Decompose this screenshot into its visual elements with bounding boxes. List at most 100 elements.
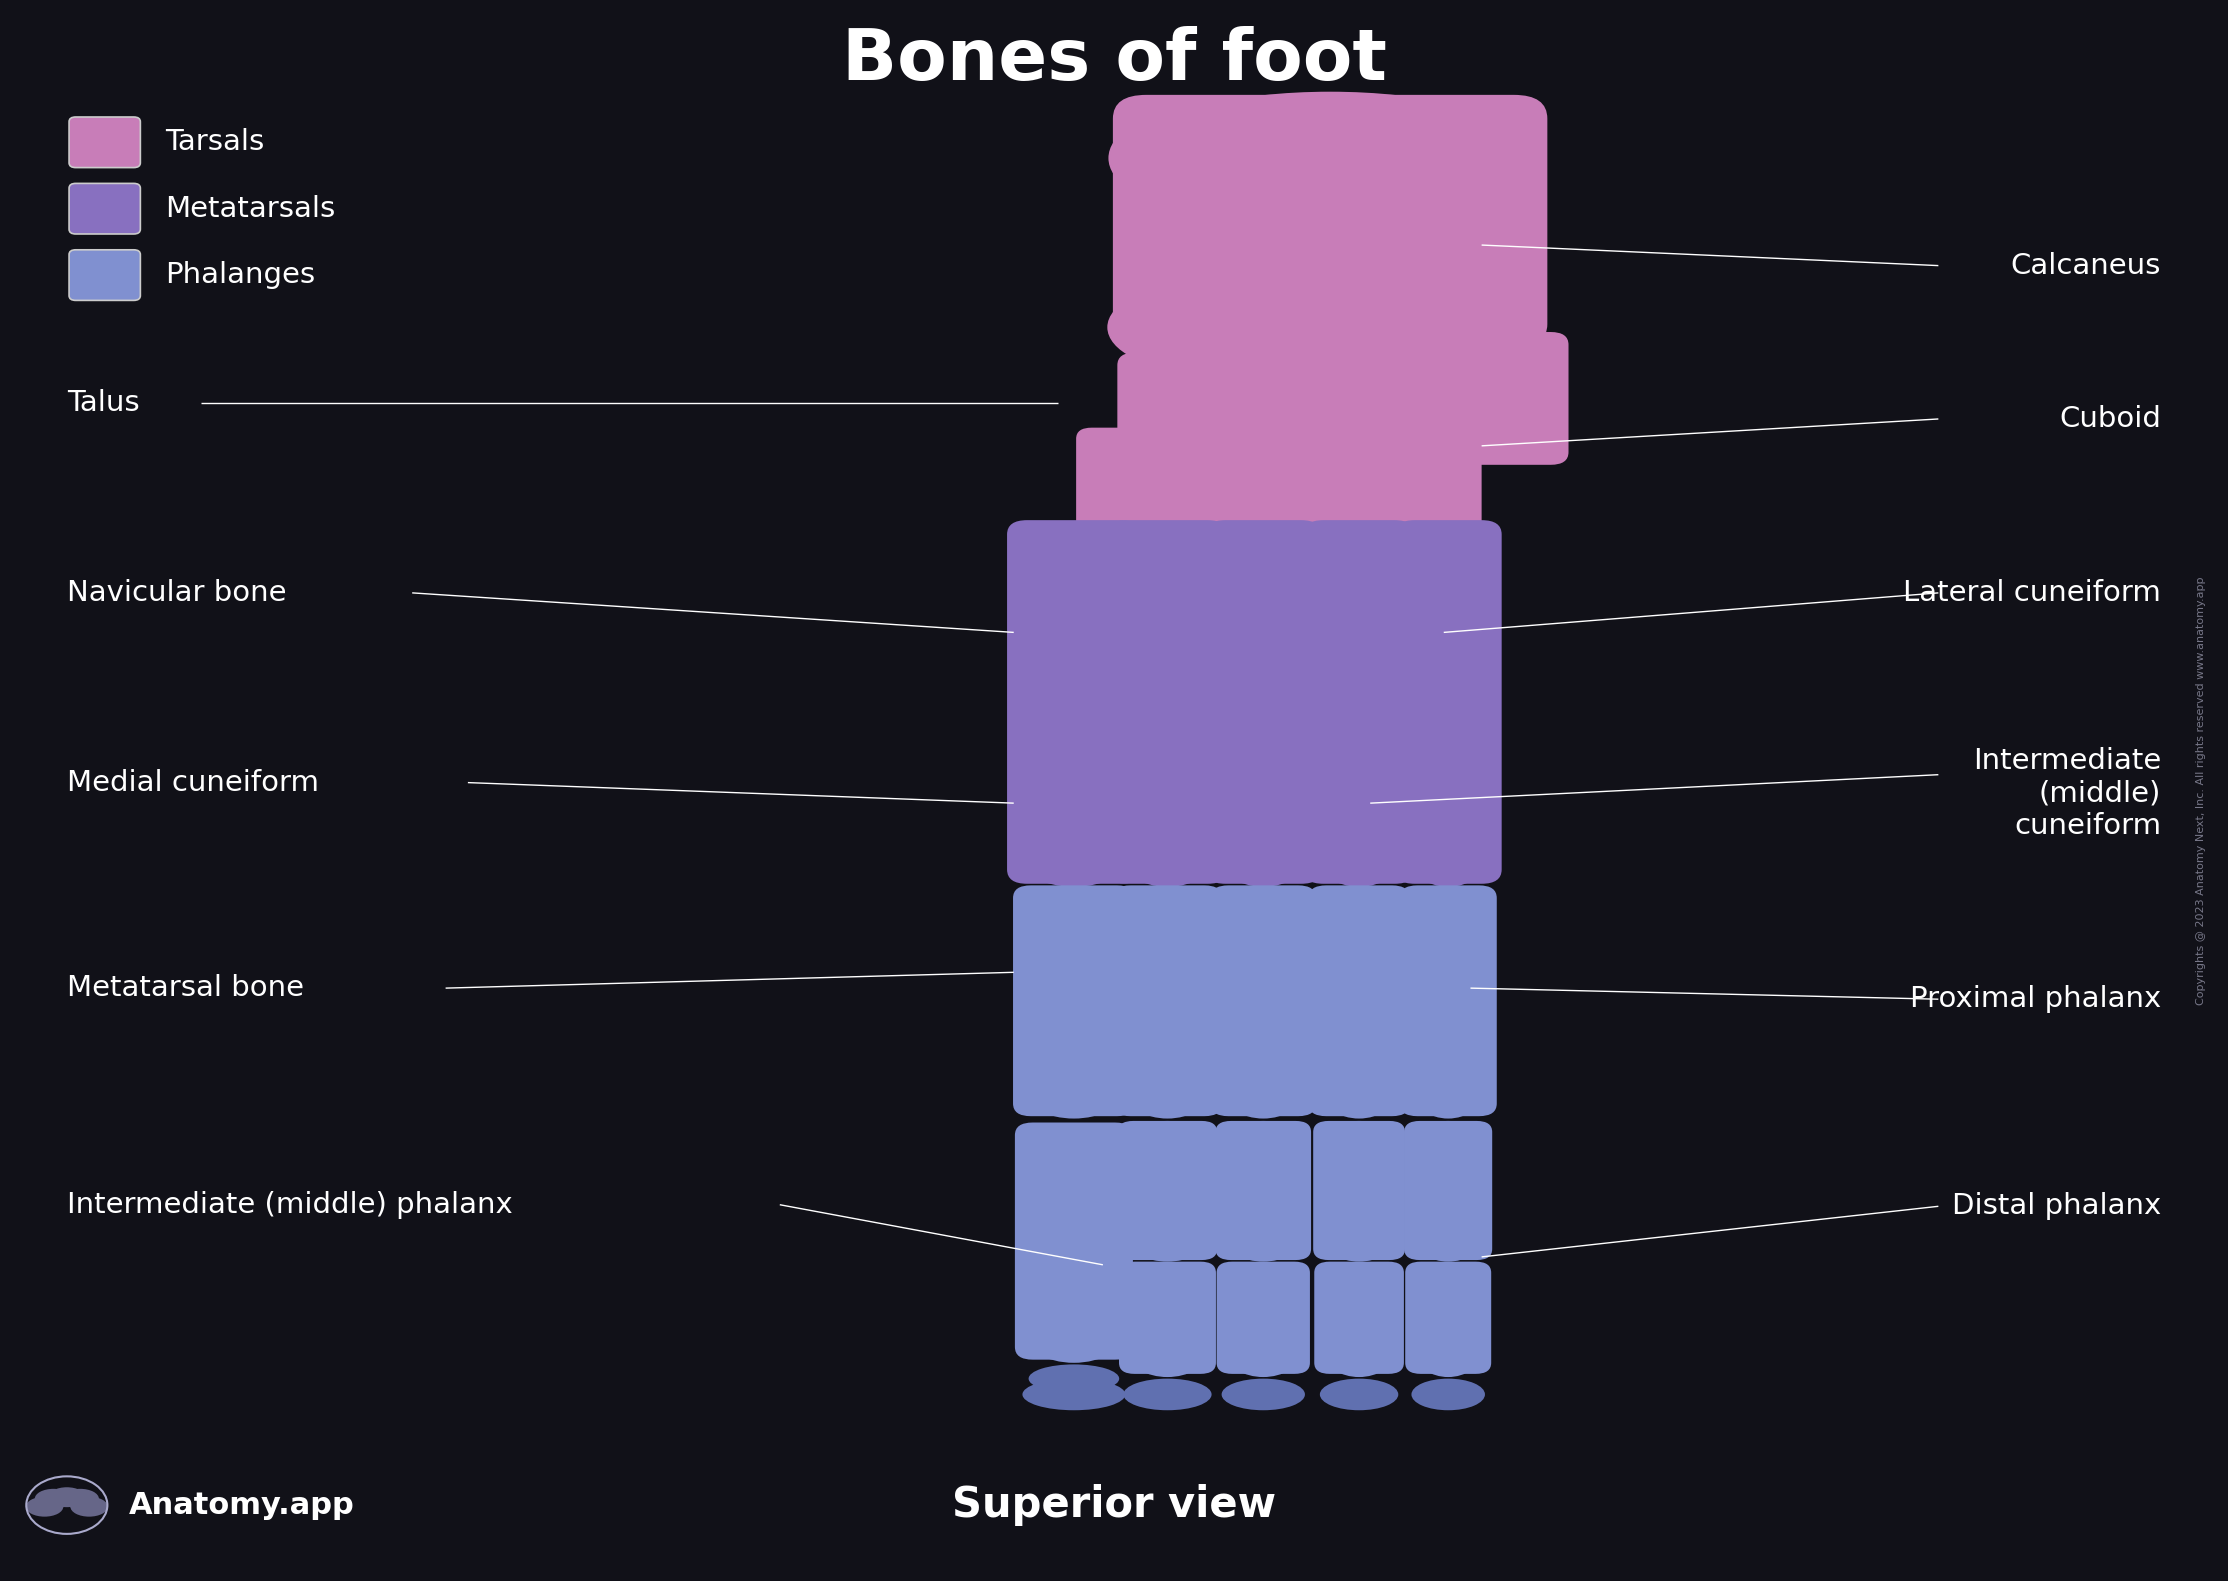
Ellipse shape	[1027, 1123, 1121, 1179]
FancyBboxPatch shape	[1216, 1121, 1310, 1260]
Ellipse shape	[1121, 523, 1214, 583]
Ellipse shape	[1132, 362, 1395, 460]
FancyBboxPatch shape	[1337, 332, 1569, 465]
Ellipse shape	[1127, 1217, 1208, 1262]
FancyBboxPatch shape	[1114, 95, 1546, 348]
Ellipse shape	[1023, 1300, 1125, 1363]
Text: Tarsals: Tarsals	[165, 128, 265, 157]
Ellipse shape	[1319, 1379, 1399, 1410]
Ellipse shape	[1025, 1062, 1123, 1119]
Ellipse shape	[1228, 1330, 1299, 1377]
Ellipse shape	[1130, 1330, 1205, 1377]
Ellipse shape	[1317, 821, 1401, 887]
Ellipse shape	[1130, 1263, 1205, 1304]
FancyBboxPatch shape	[69, 117, 140, 168]
Text: Anatomy.app: Anatomy.app	[129, 1491, 354, 1519]
Text: Navicular bone: Navicular bone	[67, 579, 287, 607]
Ellipse shape	[1118, 821, 1216, 887]
Ellipse shape	[1219, 523, 1308, 583]
FancyBboxPatch shape	[1399, 885, 1497, 1116]
Ellipse shape	[1225, 443, 1346, 538]
Ellipse shape	[1321, 1062, 1397, 1119]
Text: Distal phalanx: Distal phalanx	[1952, 1192, 2161, 1221]
Ellipse shape	[1125, 1062, 1210, 1119]
Ellipse shape	[1323, 1121, 1395, 1168]
FancyBboxPatch shape	[1308, 885, 1410, 1116]
Text: Medial cuneiform: Medial cuneiform	[67, 768, 319, 797]
Ellipse shape	[1223, 885, 1303, 941]
Text: Intermediate (middle) phalanx: Intermediate (middle) phalanx	[67, 1190, 512, 1219]
Ellipse shape	[1125, 885, 1210, 941]
Ellipse shape	[1023, 1379, 1125, 1410]
Ellipse shape	[62, 1489, 98, 1508]
FancyBboxPatch shape	[1406, 1262, 1491, 1374]
Ellipse shape	[1321, 885, 1397, 941]
Ellipse shape	[1141, 319, 1364, 408]
Ellipse shape	[1223, 1062, 1303, 1119]
Ellipse shape	[1225, 1217, 1301, 1262]
Ellipse shape	[1390, 126, 1524, 206]
Ellipse shape	[1417, 1263, 1479, 1304]
Ellipse shape	[1337, 436, 1470, 534]
Ellipse shape	[1415, 1121, 1482, 1168]
FancyBboxPatch shape	[1312, 1121, 1406, 1260]
Ellipse shape	[1127, 1121, 1208, 1168]
FancyBboxPatch shape	[1326, 428, 1482, 542]
FancyBboxPatch shape	[1116, 353, 1408, 470]
Ellipse shape	[1152, 92, 1508, 187]
Ellipse shape	[71, 1497, 107, 1516]
Ellipse shape	[1225, 1121, 1301, 1168]
Ellipse shape	[1415, 1330, 1482, 1377]
Ellipse shape	[1228, 1263, 1299, 1304]
Ellipse shape	[1408, 821, 1488, 887]
Ellipse shape	[1130, 261, 1397, 372]
Ellipse shape	[1123, 1379, 1212, 1410]
Ellipse shape	[1107, 114, 1252, 201]
Ellipse shape	[1357, 348, 1546, 449]
Ellipse shape	[1020, 523, 1127, 583]
Ellipse shape	[49, 1488, 85, 1507]
Text: Calcaneus: Calcaneus	[2012, 251, 2161, 280]
FancyBboxPatch shape	[1076, 428, 1241, 553]
FancyBboxPatch shape	[1134, 166, 1524, 340]
Ellipse shape	[1107, 285, 1286, 372]
Text: Proximal phalanx: Proximal phalanx	[1909, 985, 2161, 1013]
Ellipse shape	[1413, 1379, 1484, 1410]
Ellipse shape	[1319, 523, 1399, 583]
Ellipse shape	[1025, 885, 1123, 941]
Text: Talus: Talus	[67, 389, 140, 417]
Ellipse shape	[1410, 523, 1486, 583]
FancyBboxPatch shape	[1118, 1121, 1216, 1260]
Text: Copyrights @ 2023 Anatomy Next, Inc. All rights reserved www.anatomy.app: Copyrights @ 2023 Anatomy Next, Inc. All…	[2197, 575, 2206, 1006]
FancyBboxPatch shape	[1112, 885, 1223, 1116]
Ellipse shape	[1018, 821, 1130, 887]
Ellipse shape	[1029, 1364, 1118, 1393]
Ellipse shape	[36, 1489, 71, 1508]
FancyBboxPatch shape	[1014, 885, 1134, 1116]
FancyBboxPatch shape	[1303, 520, 1415, 884]
Ellipse shape	[1323, 1217, 1395, 1262]
Text: Lateral cuneiform: Lateral cuneiform	[1903, 579, 2161, 607]
Text: Cuboid: Cuboid	[2059, 405, 2161, 433]
FancyBboxPatch shape	[1007, 520, 1141, 884]
Ellipse shape	[1413, 885, 1484, 941]
Ellipse shape	[1221, 1379, 1306, 1410]
Ellipse shape	[1274, 108, 1444, 193]
Text: Phalanges: Phalanges	[165, 261, 314, 289]
Ellipse shape	[1174, 111, 1330, 190]
Text: Metatarsal bone: Metatarsal bone	[67, 974, 303, 1002]
FancyBboxPatch shape	[1210, 885, 1317, 1116]
Ellipse shape	[1326, 1263, 1392, 1304]
Ellipse shape	[27, 1497, 62, 1516]
FancyBboxPatch shape	[1216, 1262, 1310, 1374]
Ellipse shape	[1174, 343, 1419, 422]
Ellipse shape	[1219, 821, 1308, 887]
FancyBboxPatch shape	[1315, 1262, 1404, 1374]
Ellipse shape	[1234, 281, 1448, 376]
Text: Superior view: Superior view	[951, 1485, 1277, 1526]
FancyBboxPatch shape	[1016, 1123, 1132, 1360]
FancyBboxPatch shape	[69, 250, 140, 300]
FancyBboxPatch shape	[69, 183, 140, 234]
FancyBboxPatch shape	[1404, 1121, 1493, 1260]
FancyBboxPatch shape	[1107, 520, 1228, 884]
